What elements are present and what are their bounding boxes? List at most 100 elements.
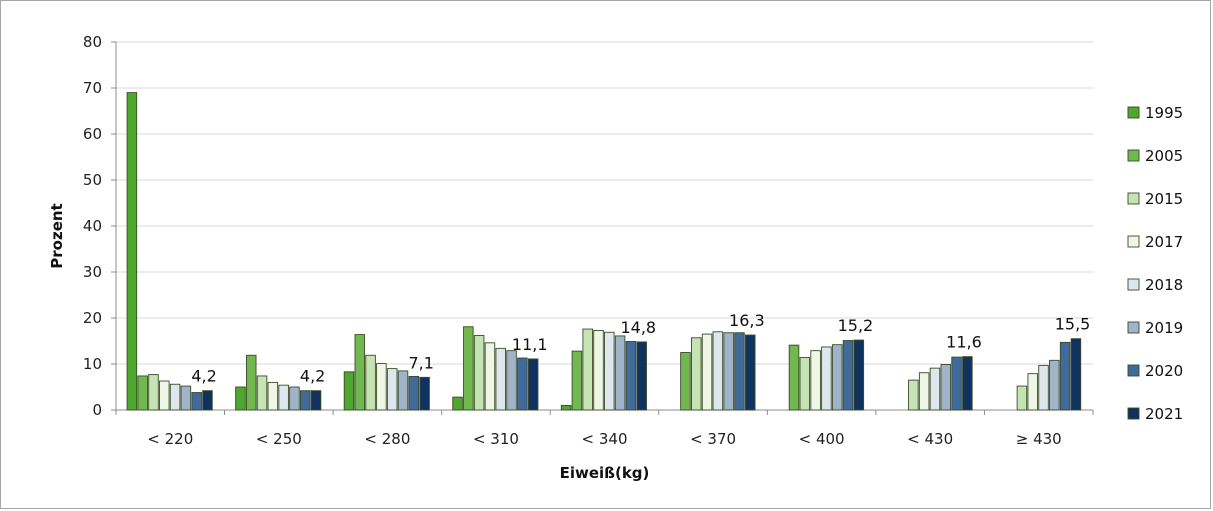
bar-2017-5 <box>701 333 713 411</box>
bar-2018-0 <box>169 383 181 411</box>
bar-2005-1 <box>245 354 257 411</box>
x-axis-title: Eiweiß(kg) <box>560 464 650 482</box>
bar-2021-5 <box>745 334 756 411</box>
bar-2019-7 <box>940 364 952 411</box>
bar-2020-3 <box>517 357 528 411</box>
bar-2019-5 <box>723 332 734 411</box>
data-label: 15,5 <box>1055 315 1091 334</box>
y-tick-label: 40 <box>83 217 102 235</box>
bar-2019-0 <box>180 385 192 411</box>
bar-2019-1 <box>289 386 300 411</box>
bar-2015-3 <box>473 335 485 411</box>
bar-2017-4 <box>593 329 604 411</box>
x-tick-label: < 400 <box>799 430 845 448</box>
bar-2020-8 <box>1059 341 1071 411</box>
bar-2018-7 <box>929 367 941 411</box>
x-tick-label: < 370 <box>690 430 736 448</box>
bar-2019-8 <box>1049 359 1060 411</box>
bar-2005-6 <box>788 344 800 411</box>
bar-2021-3 <box>527 358 539 411</box>
bar-2018-3 <box>495 347 506 411</box>
bar-2005-0 <box>137 375 148 411</box>
legend-label-2019: 2019 <box>1145 319 1183 337</box>
bar-2020-5 <box>734 332 745 411</box>
legend-label-2021: 2021 <box>1145 405 1183 423</box>
data-label: 7,1 <box>408 353 433 372</box>
bar-2015-0 <box>148 374 159 411</box>
x-tick-label: < 340 <box>582 430 628 448</box>
legend-label-1995: 1995 <box>1145 104 1183 122</box>
bar-2015-2 <box>365 354 376 411</box>
bar-2018-1 <box>278 384 289 411</box>
bar-2021-2 <box>419 376 430 411</box>
bar-2018-8 <box>1038 364 1049 411</box>
legend-swatch-2020 <box>1127 364 1140 377</box>
legend-label-2017: 2017 <box>1145 233 1183 251</box>
bar-2021-8 <box>1070 338 1082 411</box>
bar-2015-6 <box>799 357 811 411</box>
bar-2005-4 <box>571 350 583 411</box>
x-tick-label: < 250 <box>256 430 302 448</box>
bar-2017-6 <box>810 350 821 411</box>
y-tick-label: 80 <box>83 33 102 51</box>
bar-2017-7 <box>918 372 930 411</box>
bar-2017-3 <box>484 342 496 411</box>
bar-2021-6 <box>853 339 865 411</box>
bar-2017-1 <box>267 381 279 411</box>
x-tick-label: < 220 <box>147 430 193 448</box>
bar-1995-3 <box>452 396 463 411</box>
bar-2017-2 <box>376 363 387 411</box>
bar-2015-1 <box>256 375 268 411</box>
bar-2021-4 <box>636 341 647 411</box>
data-label: 4,2 <box>191 367 216 386</box>
bar-2021-0 <box>202 390 213 411</box>
legend-swatch-2021 <box>1127 407 1140 420</box>
bar-2018-4 <box>604 331 615 411</box>
bar-2018-5 <box>712 331 724 411</box>
bar-2015-7 <box>908 379 919 411</box>
legend-swatch-2019 <box>1127 321 1140 334</box>
bar-2019-6 <box>831 344 843 411</box>
x-tick-label: < 280 <box>364 430 410 448</box>
bar-2005-3 <box>463 326 474 411</box>
bar-2017-8 <box>1027 373 1038 411</box>
data-label: 11,1 <box>512 335 548 354</box>
bar-2021-7 <box>962 356 973 411</box>
bar-2019-2 <box>397 370 409 411</box>
bar-2018-2 <box>386 368 398 411</box>
bar-2019-4 <box>614 335 626 411</box>
legend-swatch-2017 <box>1127 235 1140 248</box>
legend-label-2020: 2020 <box>1145 362 1183 380</box>
bar-2020-2 <box>408 375 420 411</box>
y-tick-label: 70 <box>83 79 102 97</box>
bar-2020-4 <box>625 341 637 411</box>
x-tick-label: < 310 <box>473 430 519 448</box>
bar-2015-5 <box>691 337 702 411</box>
bar-1995-2 <box>343 371 355 411</box>
y-tick-label: 20 <box>83 309 102 327</box>
data-label: 16,3 <box>729 311 765 330</box>
data-label: 11,6 <box>946 333 982 352</box>
y-tick-label: 30 <box>83 263 102 281</box>
bar-1995-0 <box>126 92 138 411</box>
bar-2015-8 <box>1016 385 1028 411</box>
y-tick-label: 60 <box>83 125 102 143</box>
y-tick-label: 50 <box>83 171 102 189</box>
legend-swatch-1995 <box>1127 106 1140 119</box>
bar-2005-5 <box>680 352 691 411</box>
legend-label-2015: 2015 <box>1145 190 1183 208</box>
data-label: 14,8 <box>620 318 656 337</box>
legend-swatch-2018 <box>1127 278 1140 291</box>
y-tick-label: 10 <box>83 355 102 373</box>
bar-2018-6 <box>821 346 832 411</box>
y-axis-title: Prozent <box>48 203 66 268</box>
legend-swatch-2005 <box>1127 149 1140 162</box>
bar-1995-1 <box>235 386 246 411</box>
bar-2015-4 <box>582 328 593 411</box>
bar-2020-6 <box>842 340 854 411</box>
bar-2020-7 <box>951 356 962 411</box>
bar-2020-0 <box>191 392 202 411</box>
legend-label-2005: 2005 <box>1145 147 1183 165</box>
